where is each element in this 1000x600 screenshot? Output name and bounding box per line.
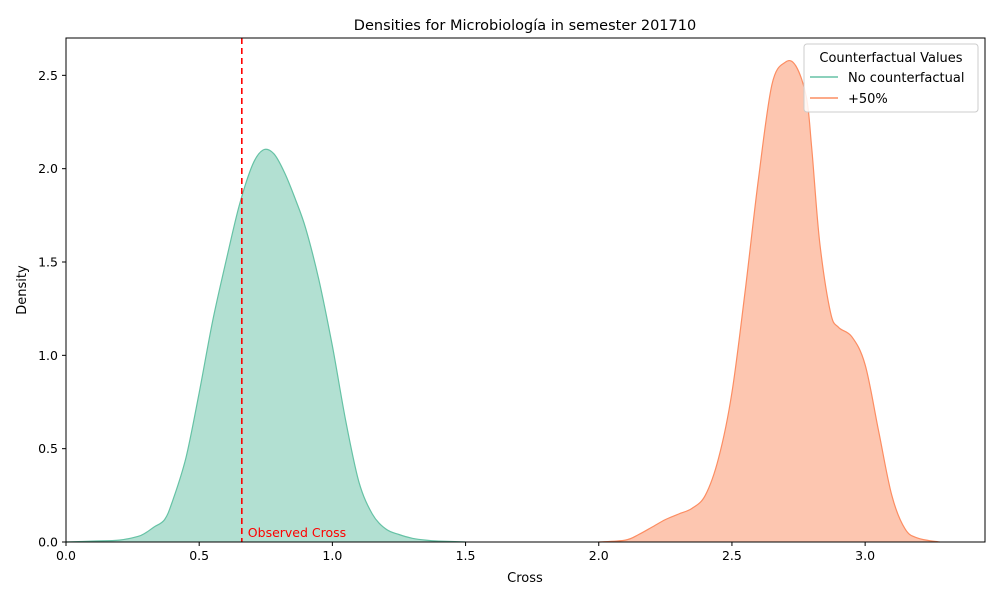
x-tick-label: 1.0 [322,548,342,563]
observed-cross-label: Observed Cross [248,525,346,540]
y-axis-label: Density [15,265,30,315]
x-axis-ticks: 0.0 0.5 1.0 1.5 2.0 2.5 3.0 [56,542,875,563]
legend-label-no-counterfactual: No counterfactual [848,71,964,86]
legend: Counterfactual Values No counterfactual … [803,43,979,113]
y-tick-label: 0.0 [38,535,58,550]
observed-line-group: Observed Cross [241,38,346,542]
x-tick-label: 0.5 [189,548,209,563]
chart-title: Densities for Microbiología in semester … [354,18,696,34]
y-tick-label: 0.5 [38,441,58,456]
x-tick-label: 3.0 [855,548,875,563]
y-axis-ticks: 0.0 0.5 1.0 1.5 2.0 2.5 [38,68,66,550]
density-line-plus-50 [598,59,940,543]
y-tick-label: 2.0 [38,161,58,176]
x-tick-label: 0.0 [56,548,76,563]
density-area-no-counterfactual [66,149,466,542]
plot-frame [65,37,986,543]
legend-title: Counterfactual Values [819,51,962,66]
x-tick-label: 1.5 [456,548,476,563]
x-axis-label: Cross [507,571,543,586]
legend-label-plus-50: +50% [848,92,888,107]
x-tick-label: 2.5 [722,548,742,563]
legend-box [803,43,979,113]
y-tick-label: 1.5 [38,255,58,270]
y-tick-label: 1.0 [38,348,58,363]
density-line-no-counterfactual [65,148,466,543]
y-tick-label: 2.5 [38,68,58,83]
x-tick-label: 2.0 [589,548,609,563]
density-areas [65,59,940,543]
density-area-plus-50 [598,60,940,542]
